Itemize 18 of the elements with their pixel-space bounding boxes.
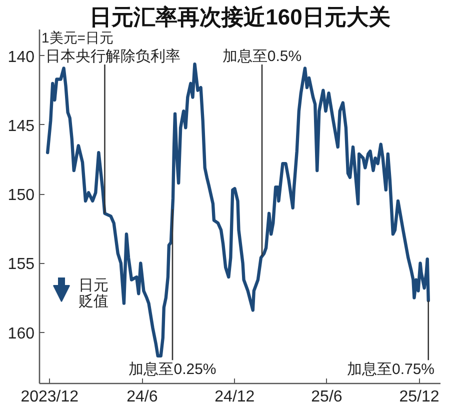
ref-line-label: 加息至0.75% [346, 360, 435, 378]
x-tick-label: 25/12 [399, 388, 440, 406]
x-tick-label: 2023/12 [20, 388, 79, 406]
y-tick-label: 160 [8, 325, 35, 342]
y-axis-title: 1美元=日元 [42, 30, 114, 46]
chart-title: 日元汇率再次接近160日元大关 [90, 4, 390, 30]
y-tick-label: 140 [8, 48, 35, 66]
y-tick-label: 145 [8, 118, 35, 135]
ref-line-label: 日本央行解除负利率 [46, 48, 180, 65]
x-tick-label: 25/6 [311, 388, 342, 406]
ref-line-label: 加息至0.25% [128, 360, 216, 378]
annotation: 日元贬值 [78, 277, 108, 310]
ref-line-label: 加息至0.5% [222, 48, 302, 65]
x-tick-label: 24/6 [126, 388, 158, 406]
y-tick-label: 150 [8, 187, 35, 204]
y-tick-label: 155 [8, 256, 35, 274]
x-tick-label: 24/12 [214, 388, 255, 406]
line-series [46, 62, 430, 358]
